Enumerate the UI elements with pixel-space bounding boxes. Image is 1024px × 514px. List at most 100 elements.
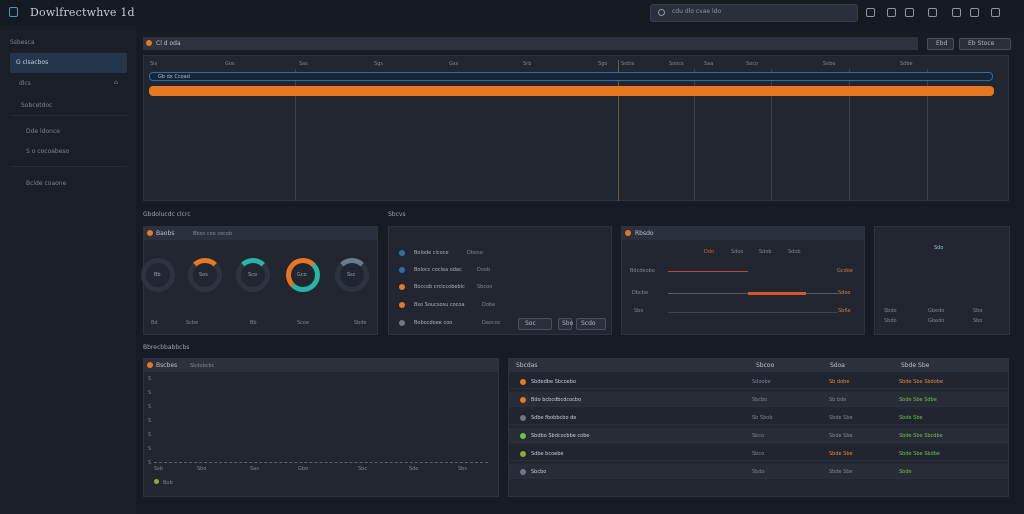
status-item-icon xyxy=(399,250,405,256)
sidebar-section-label: Ssbesca xyxy=(10,39,35,46)
chart-y-tick: S xyxy=(148,460,152,466)
table-row[interactable] xyxy=(509,410,1008,425)
sidebar xyxy=(0,26,136,514)
status-item-label: Bso Soucsosu cocoa xyxy=(414,302,465,308)
chart-y-tick: S xyxy=(148,376,152,382)
settings-icon[interactable] xyxy=(952,8,961,17)
signal-legend-item: Sdoo xyxy=(731,249,744,255)
sidebar-item-icon[interactable]: ⌂ xyxy=(114,79,118,86)
timeline-gridline xyxy=(849,69,850,201)
signal-line xyxy=(668,271,748,272)
timeline-button-2[interactable]: Eb Stoce xyxy=(959,38,1011,50)
sidebar-item-label[interactable]: Sobcetdoc xyxy=(21,102,53,109)
timeline-gridline xyxy=(295,69,296,201)
table-cell-name: Sbdbo Sbdcocbbe cobe xyxy=(531,433,590,439)
table-cell-trend: Sbde Sbe Sdbe xyxy=(899,397,937,403)
table-row-icon xyxy=(520,451,526,457)
signal-row-label: Dbcbe xyxy=(632,290,649,296)
status-footer-button[interactable]: Soc xyxy=(518,318,552,330)
chart-x-tick: Sas xyxy=(250,466,259,472)
chart-y-tick: S xyxy=(148,390,152,396)
table-row[interactable] xyxy=(509,374,1008,389)
timeline-tick: Sas xyxy=(299,61,308,67)
timeline-current-marker xyxy=(618,60,619,201)
gauge-footer: Scbe xyxy=(186,320,199,326)
timeline-tick: Sobe xyxy=(823,61,836,67)
table-column-header: Sdoa xyxy=(830,362,845,369)
chart-title: Bscbes xyxy=(156,362,178,369)
timeline-header xyxy=(143,37,918,50)
table-row[interactable] xyxy=(509,392,1008,407)
table-cell-name: Sbdedbe Sbcoebo xyxy=(531,379,577,385)
gauge-3 xyxy=(236,258,270,292)
table-column-header: Sbde Sbe xyxy=(901,362,930,369)
signal-row-value: Sdoo xyxy=(838,290,851,296)
timeline-orange-track[interactable] xyxy=(149,86,994,96)
sidebar-item-label[interactable]: Dde ldonce xyxy=(26,128,60,135)
table-row-icon xyxy=(520,469,526,475)
signal-title: Rbsdo xyxy=(635,230,654,237)
table-cell-name: Sdbe bcoebe xyxy=(531,451,564,457)
table-row[interactable] xyxy=(509,428,1008,443)
section-title: Sbcvs xyxy=(388,211,406,218)
user-icon[interactable] xyxy=(991,8,1000,17)
search-input[interactable] xyxy=(650,4,858,22)
small-panel-footer: Sbo xyxy=(973,318,983,324)
table-cell-value: Sdoobe xyxy=(752,379,771,385)
notification-icon[interactable] xyxy=(970,8,979,17)
chart-x-tick: Gbo xyxy=(298,466,309,472)
timeline-tick: Sgs xyxy=(374,61,383,67)
table-cell-value: Sbcbo xyxy=(752,397,768,403)
gauge-value: Ssc xyxy=(347,272,356,278)
sidebar-item-label[interactable]: Bclde coaone xyxy=(26,180,67,187)
gauges-subtitle: Bbos coo cecob xyxy=(193,231,233,237)
status-footer-button[interactable]: Scdo xyxy=(576,318,606,330)
chart-legend-icon xyxy=(154,479,159,484)
timeline-gridline xyxy=(927,69,928,201)
gauges-status-icon xyxy=(147,230,153,236)
table-cell-status: Sbde Sbe xyxy=(829,433,853,439)
chart-y-tick: S xyxy=(148,404,152,410)
table-cell-trend: Sbde Sbe Sbcdbe xyxy=(899,433,943,439)
search-icon xyxy=(658,9,665,16)
table-cell-value: Sbco xyxy=(752,433,765,439)
gauge-2 xyxy=(188,258,222,292)
timeline-blue-track[interactable] xyxy=(149,72,993,81)
status-item-value: Doob xyxy=(477,267,491,273)
message-icon[interactable] xyxy=(928,8,937,17)
status-item-label: Bolode clcoce xyxy=(414,250,449,256)
small-panel-footer: Sbo xyxy=(973,308,983,314)
table-row[interactable] xyxy=(509,446,1008,461)
chart-panel-header xyxy=(144,359,498,372)
status-item-value: Dobe xyxy=(482,302,496,308)
section-title: Gbdolucdc clcrc xyxy=(143,211,191,218)
signal-legend-item: Sdob xyxy=(788,249,801,255)
apps-icon[interactable] xyxy=(887,8,896,17)
app-logo-icon xyxy=(9,7,18,17)
chart-x-tick: Sdo xyxy=(409,466,419,472)
sidebar-item-label[interactable]: S o cocoabeso xyxy=(26,148,70,155)
signal-row-value: Gcdoe xyxy=(837,268,853,274)
bell-icon[interactable] xyxy=(905,8,914,17)
timeline-tick: Sobis xyxy=(621,61,635,67)
table-cell-trend: Sbde Sbe xyxy=(899,415,923,421)
timeline-button-1[interactable]: Ebd xyxy=(927,38,954,50)
table-cell-status: Sbde Sbe xyxy=(829,451,853,457)
small-panel-footer: Sbdo xyxy=(884,318,897,324)
signal-row-label: Bdcdeobe xyxy=(630,268,655,274)
sidebar-item-label[interactable]: dlcs xyxy=(19,80,31,87)
sidebar-divider xyxy=(10,166,127,167)
gauges-panel-header xyxy=(144,227,377,240)
signal-line xyxy=(668,312,838,313)
grid-icon[interactable] xyxy=(866,8,875,17)
status-footer-button[interactable]: Sbo xyxy=(558,318,573,330)
timeline-tick: Soco xyxy=(746,61,759,67)
gauge-value: Sos xyxy=(199,272,208,278)
table-row[interactable] xyxy=(509,464,1008,479)
sidebar-item-active[interactable] xyxy=(10,53,127,73)
status-item-icon xyxy=(399,284,405,290)
table-cell-status: Sb bde xyxy=(829,397,847,403)
gauges-title: Baobs xyxy=(156,230,175,237)
table-header xyxy=(509,359,1008,372)
timeline-tick: Gos xyxy=(225,61,235,67)
